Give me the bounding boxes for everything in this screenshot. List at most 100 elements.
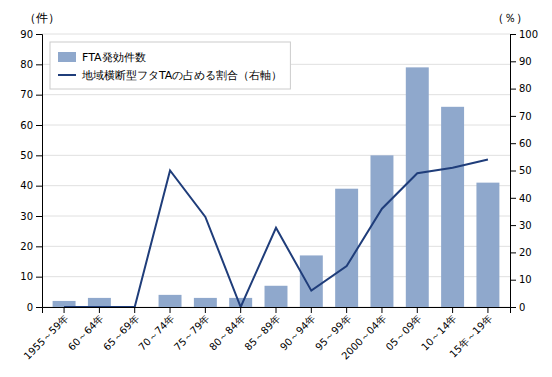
- tick: 30: [510, 220, 532, 231]
- tick-label: 70: [519, 111, 532, 122]
- tick-mark: [510, 307, 516, 308]
- tick-mark: [36, 216, 42, 217]
- bar: [476, 183, 499, 307]
- tick-label: 75～79年: [172, 313, 212, 353]
- tick: 15年～19年: [447, 307, 494, 360]
- bar: [194, 298, 217, 307]
- tick: 60～64年: [66, 307, 106, 353]
- tick: 100: [510, 29, 538, 40]
- legend-label: 地域横断型フタTAの占める割合（右軸）: [81, 69, 282, 82]
- tick: 2000～04年: [339, 307, 388, 362]
- chart: 1955～59年60～64年65～69年70～74年75～79年80～84年85…: [0, 0, 552, 377]
- tick: 90: [510, 56, 532, 67]
- tick-label: 60: [20, 120, 33, 131]
- tick-label: 65～69年: [101, 313, 141, 353]
- tick: 30: [20, 211, 42, 222]
- tick: 05～09年: [384, 307, 424, 353]
- tick-mark: [510, 34, 516, 35]
- tick: 50: [510, 165, 532, 176]
- grid-line: [42, 34, 510, 35]
- tick-label: 90: [519, 56, 532, 67]
- tick-mark: [64, 307, 65, 313]
- bar: [370, 155, 393, 307]
- axis-domain: [43, 308, 511, 314]
- y2-axis-label: （％）: [492, 11, 528, 25]
- grid: [42, 34, 510, 307]
- grid-line: [42, 185, 510, 186]
- marks: [53, 67, 500, 307]
- tick-mark: [36, 34, 42, 35]
- tick-mark: [417, 307, 418, 313]
- tick: 10: [20, 271, 42, 282]
- tick-label: 05～09年: [384, 313, 424, 353]
- tick-label: 50: [20, 150, 33, 161]
- legend-item: 地域横断型フタTAの占める割合（右軸）: [58, 69, 282, 82]
- tick-mark: [276, 307, 277, 313]
- tick-mark: [170, 307, 171, 313]
- legend-box: [50, 42, 290, 89]
- tick: 70～74年: [136, 307, 176, 353]
- tick-label: 70～74年: [136, 313, 176, 353]
- tick-label: 0: [27, 302, 33, 313]
- tick-label: 30: [519, 220, 532, 231]
- bar: [406, 67, 429, 307]
- tick-mark: [36, 155, 42, 156]
- tick-mark: [36, 95, 42, 96]
- grid-line: [42, 276, 510, 277]
- tick-mark: [510, 171, 516, 172]
- tick-mark: [134, 307, 135, 313]
- tick-mark: [99, 307, 100, 313]
- tick-label: 10: [20, 271, 33, 282]
- bar: [441, 107, 464, 307]
- tick-label: 10: [519, 274, 532, 285]
- tick-mark: [36, 307, 42, 308]
- tick-label: 20: [20, 241, 33, 252]
- bar: [159, 295, 182, 307]
- tick: 80: [510, 83, 532, 94]
- tick-mark: [36, 64, 42, 65]
- tick-mark: [381, 307, 382, 313]
- tick: 0: [27, 302, 42, 313]
- bar-series: [53, 67, 500, 307]
- tick-mark: [36, 277, 42, 278]
- legend: FTA発効件数地域横断型フタTAの占める割合（右軸）: [50, 42, 290, 89]
- tick-label: 40: [20, 180, 33, 191]
- y-axis-label: （件）: [24, 11, 60, 25]
- tick-label: 20: [519, 247, 532, 258]
- tick-label: 60: [519, 138, 532, 149]
- tick: 20: [510, 247, 532, 258]
- grid-line: [42, 94, 510, 95]
- legend-label: FTA発効件数: [82, 51, 146, 64]
- tick-label: 40: [519, 193, 532, 204]
- tick-mark: [510, 116, 516, 117]
- tick-label: 80～84年: [207, 313, 247, 353]
- legend-swatch: [58, 52, 76, 62]
- bar: [335, 189, 358, 307]
- tick-label: 2000～04年: [339, 313, 388, 362]
- tick: 60: [20, 120, 42, 131]
- y2-axis: 0 10 20 30 40 50 60 70 80 90 100: [510, 29, 538, 313]
- tick: 1955～59年: [22, 307, 71, 362]
- plot: 1955～59年60～64年65～69年70～74年75～79年80～84年85…: [20, 11, 538, 362]
- tick: 60: [510, 138, 532, 149]
- y-axis: 0 10 20 30 40 50 60 70 80 90: [20, 29, 42, 313]
- tick-label: 90～94年: [278, 313, 318, 353]
- tick: 0: [510, 302, 525, 313]
- axis-domain: [511, 35, 517, 308]
- tick-mark: [240, 307, 241, 313]
- tick-label: 90: [20, 29, 33, 40]
- tick: 85～89年: [242, 307, 282, 353]
- axis-domain: [36, 35, 43, 308]
- tick-mark: [510, 61, 516, 62]
- legend-swatch: [58, 74, 76, 76]
- tick-mark: [36, 125, 42, 126]
- tick: 90: [20, 29, 42, 40]
- tick: 70: [20, 89, 42, 100]
- tick-mark: [510, 225, 516, 226]
- tick: 80: [20, 59, 42, 70]
- bar: [265, 286, 288, 307]
- tick-label: 80: [519, 83, 532, 94]
- tick-mark: [487, 307, 488, 313]
- tick: 90～94年: [278, 307, 318, 353]
- tick-mark: [510, 143, 516, 144]
